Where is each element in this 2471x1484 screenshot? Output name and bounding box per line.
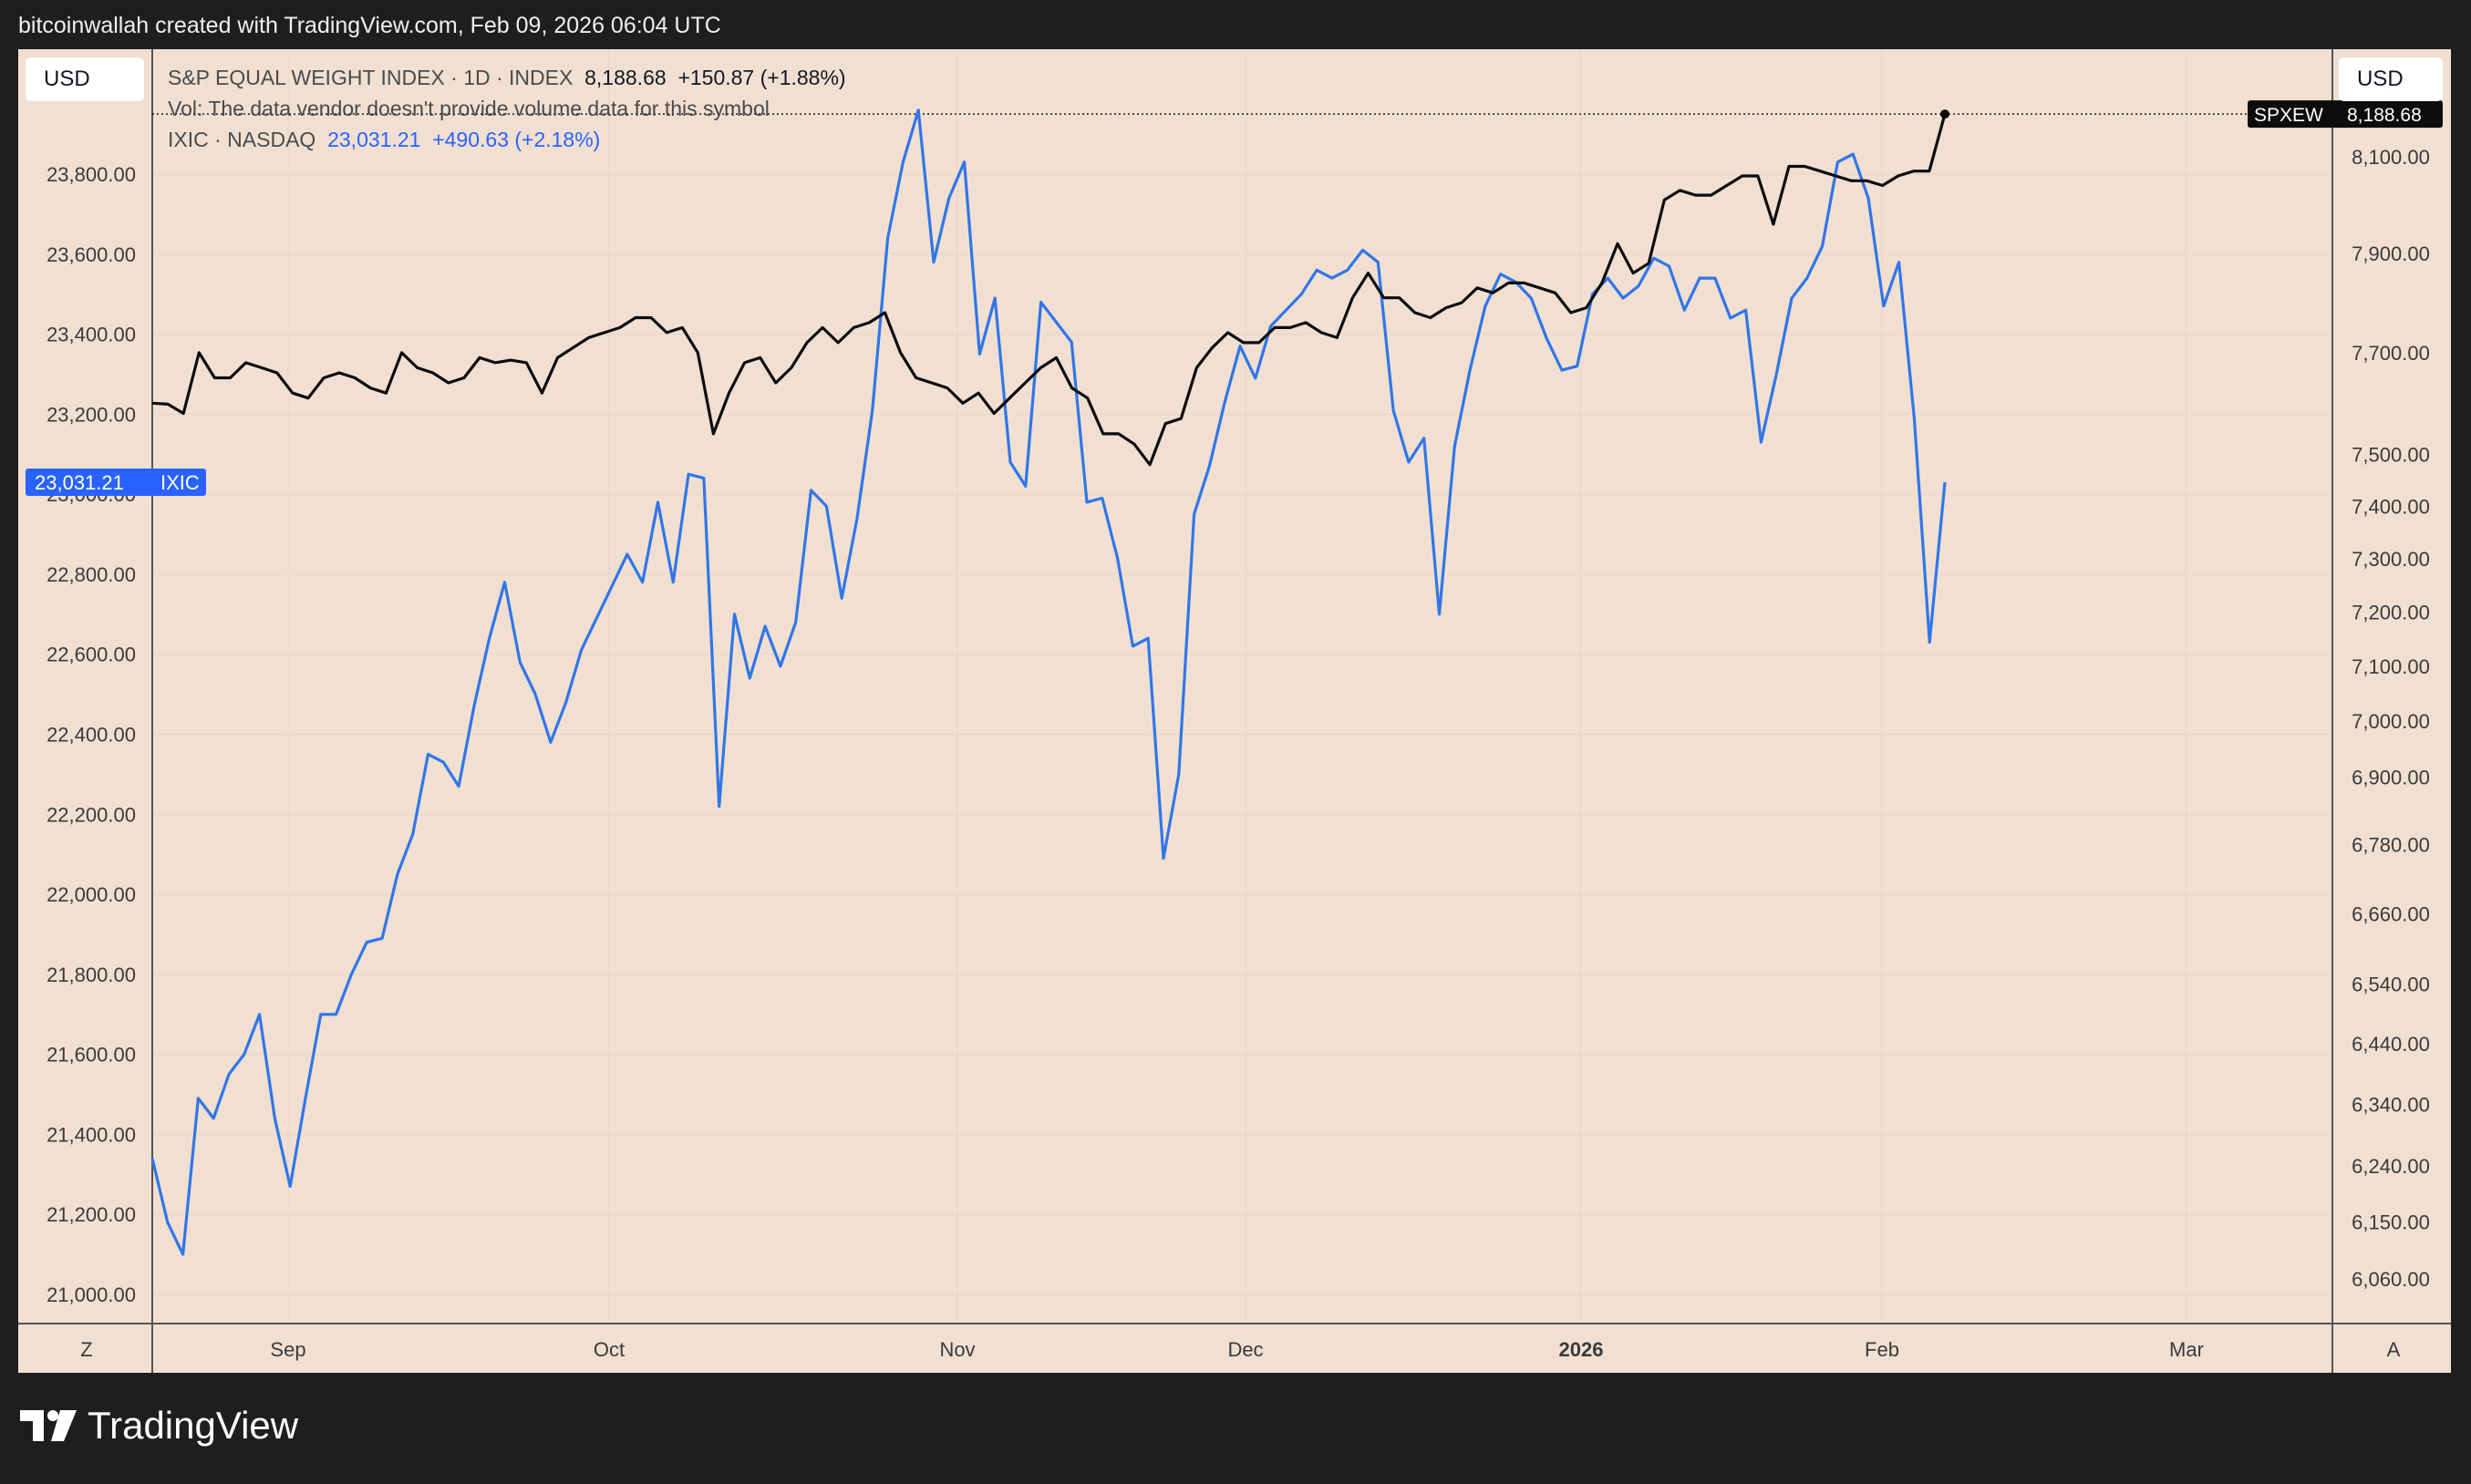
tradingview-brand: TradingView bbox=[88, 1404, 299, 1447]
time-axis-label: Oct bbox=[594, 1338, 625, 1361]
time-axis-label: Feb bbox=[1865, 1338, 1899, 1361]
right-axis-tick-label: 7,200.00 bbox=[2352, 602, 2430, 624]
left-axis-tick-label: 23,600.00 bbox=[47, 243, 136, 266]
right-axis-tick-label: 6,660.00 bbox=[2352, 902, 2430, 925]
left-axis-tick-label: 22,600.00 bbox=[47, 644, 136, 666]
series-end-marker-spxew bbox=[1940, 109, 1949, 119]
spxew-price-tag-value: 8,188.68 bbox=[2347, 105, 2422, 126]
right-currency-button[interactable]: USD bbox=[2339, 57, 2443, 101]
ixic-price-tag-symbol: IXIC bbox=[160, 471, 200, 494]
legend-second-value: 23,031.21 bbox=[327, 128, 421, 151]
spxew-price-tag bbox=[2248, 100, 2443, 129]
tradingview-logo-icon bbox=[20, 1410, 77, 1441]
left-currency-button[interactable]: USD bbox=[26, 57, 144, 101]
left-axis-tick-label: 21,800.00 bbox=[47, 964, 136, 986]
time-axis-label: Sep bbox=[270, 1338, 305, 1361]
legend-main: S&P EQUAL WEIGHT INDEX · 1D · INDEX 8,18… bbox=[168, 66, 846, 90]
legend-second: IXIC · NASDAQ 23,031.21 +490.63 (+2.18%) bbox=[168, 128, 600, 152]
left-axis-tick-label: 23,800.00 bbox=[47, 163, 136, 186]
right-axis-tick-label: 6,240.00 bbox=[2352, 1155, 2430, 1178]
left-axis-tick-label: 22,800.00 bbox=[47, 563, 136, 586]
right-axis-tick-label: 7,700.00 bbox=[2352, 342, 2430, 365]
right-axis-tick-label: 7,300.00 bbox=[2352, 548, 2430, 571]
time-axis-label: Dec bbox=[1227, 1338, 1263, 1361]
time-axis-label: Mar bbox=[2169, 1338, 2204, 1361]
right-axis-tick-label: 6,340.00 bbox=[2352, 1093, 2430, 1116]
legend-second-title: IXIC · NASDAQ bbox=[168, 128, 316, 151]
left-axis-tick-label: 22,000.00 bbox=[47, 883, 136, 906]
right-axis-tick-label: 7,900.00 bbox=[2352, 242, 2430, 265]
left-axis-tick-label: 21,600.00 bbox=[47, 1044, 136, 1067]
series-line-spxew bbox=[151, 113, 1947, 467]
left-axis-tick-label: 21,000.00 bbox=[47, 1283, 136, 1306]
time-axis-label: 2026 bbox=[1559, 1338, 1604, 1361]
right-axis-tick-label: 7,500.00 bbox=[2352, 444, 2430, 467]
right-axis-tick-label: 6,440.00 bbox=[2352, 1033, 2430, 1056]
spxew-price-tag-symbol: SPXEW bbox=[2254, 105, 2323, 126]
auto-scale-right-button[interactable]: A bbox=[2387, 1338, 2401, 1361]
auto-scale-left-button[interactable]: Z bbox=[80, 1338, 92, 1361]
ixic-price-tag bbox=[26, 468, 206, 496]
legend-second-change: +490.63 (+2.18%) bbox=[432, 128, 601, 151]
chart-frame bbox=[18, 49, 2451, 1373]
legend-vol-note: Vol: The data vendor doesn't provide vol… bbox=[168, 97, 770, 120]
right-axis-tick-label: 6,540.00 bbox=[2352, 974, 2430, 996]
tradingview-logo: TradingView bbox=[20, 1404, 298, 1448]
right-axis-tick-label: 6,900.00 bbox=[2352, 766, 2430, 788]
right-axis-tick-label: 7,100.00 bbox=[2352, 655, 2430, 678]
left-axis-tick-label: 23,400.00 bbox=[47, 324, 136, 346]
right-axis-tick-label: 6,060.00 bbox=[2352, 1268, 2430, 1291]
left-axis-tick-label: 21,200.00 bbox=[47, 1203, 136, 1226]
time-axis-label: Nov bbox=[939, 1338, 975, 1361]
right-axis-tick-label: 7,400.00 bbox=[2352, 495, 2430, 518]
legend-main-value: 8,188.68 bbox=[584, 66, 667, 89]
chart-caption: bitcoinwallah created with TradingView.c… bbox=[18, 13, 721, 38]
left-axis-tick-label: 21,400.00 bbox=[47, 1123, 136, 1146]
legend-main-title: S&P EQUAL WEIGHT INDEX · 1D · INDEX bbox=[168, 66, 574, 89]
right-axis-tick-label: 6,150.00 bbox=[2352, 1211, 2430, 1233]
left-axis-tick-label: 22,400.00 bbox=[47, 724, 136, 747]
legend-main-change: +150.87 (+1.88%) bbox=[677, 66, 846, 89]
left-axis-tick-label: 23,200.00 bbox=[47, 403, 136, 426]
ixic-price-tag-value: 23,031.21 bbox=[35, 471, 124, 494]
right-axis-tick-label: 6,780.00 bbox=[2352, 834, 2430, 857]
series-line-ixic bbox=[150, 108, 1947, 1256]
left-axis-tick-label: 22,200.00 bbox=[47, 803, 136, 826]
right-axis-tick-label: 8,100.00 bbox=[2352, 146, 2430, 169]
right-axis-tick-label: 7,000.00 bbox=[2352, 710, 2430, 733]
